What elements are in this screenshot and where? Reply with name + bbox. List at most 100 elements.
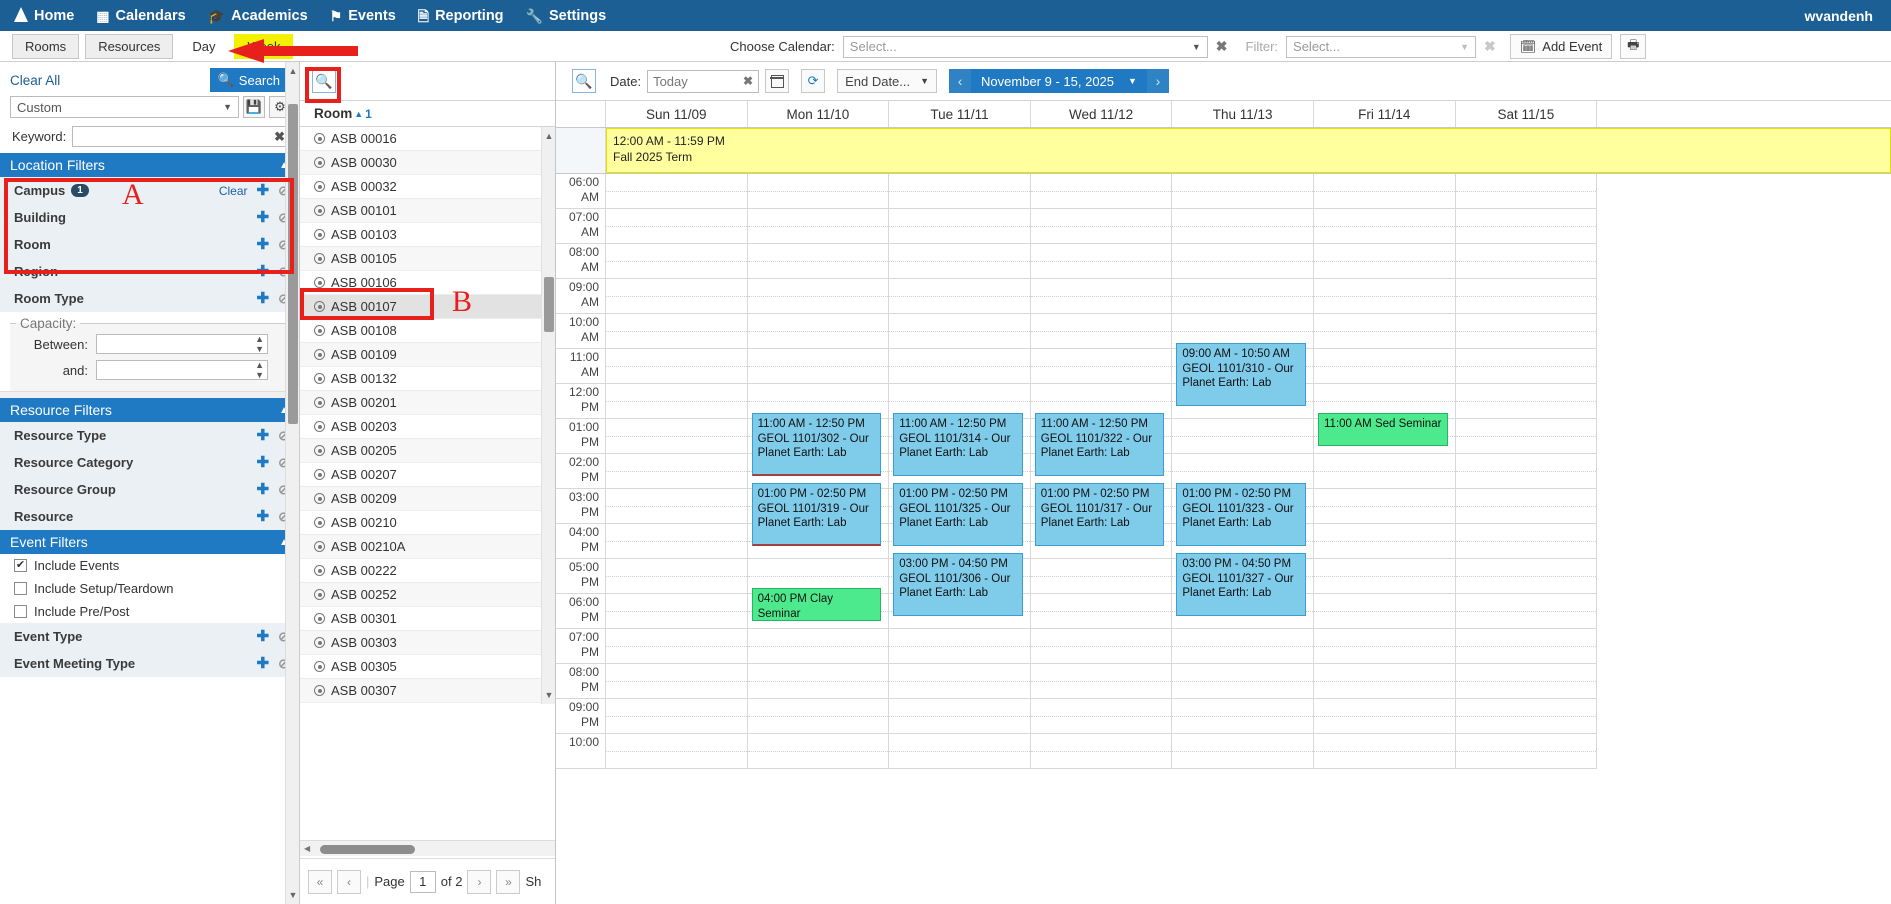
calendar-time-cell[interactable]	[747, 244, 890, 279]
scroll-left-arrow-icon[interactable]: ◀	[304, 844, 311, 853]
calendar-time-cell[interactable]	[1172, 174, 1314, 209]
calendar-time-cell[interactable]	[1313, 314, 1456, 349]
radio-icon[interactable]	[314, 541, 325, 552]
add-campus-icon[interactable]: ✚	[256, 182, 270, 199]
add-room-icon[interactable]: ✚	[256, 236, 270, 253]
calendar-time-cell[interactable]	[889, 244, 1031, 279]
clear-calendar-icon[interactable]: ✖	[1215, 38, 1228, 54]
radio-icon[interactable]	[314, 589, 325, 600]
capacity-and-input[interactable]: ▲ ▼	[96, 360, 268, 380]
radio-icon[interactable]	[314, 397, 325, 408]
date-range-button[interactable]: November 9 - 15, 2025 ▼	[971, 69, 1147, 93]
save-filter-button[interactable]: 💾	[243, 96, 265, 118]
calendar-time-cell[interactable]	[747, 174, 890, 209]
calendar-time-cell[interactable]	[1455, 384, 1598, 419]
radio-icon[interactable]	[314, 373, 325, 384]
calendar-time-cell[interactable]	[889, 209, 1031, 244]
room-list-item[interactable]: ASB 00030	[300, 151, 555, 175]
pager-next-button[interactable]: ›	[467, 869, 492, 894]
calendar-time-cell[interactable]	[1030, 209, 1173, 244]
scroll-up-arrow-icon[interactable]: ▲	[288, 66, 298, 76]
pager-last-button[interactable]: »	[496, 869, 521, 894]
calendar-time-cell[interactable]	[1313, 629, 1456, 664]
room-list-item[interactable]: ASB 00105	[300, 247, 555, 271]
calendar-time-cell[interactable]	[1455, 174, 1598, 209]
radio-icon[interactable]	[314, 181, 325, 192]
keyword-input[interactable]: ✖	[72, 126, 291, 147]
nav-item-settings[interactable]: 🔧 Settings	[526, 8, 607, 24]
calendar-time-cell[interactable]	[1172, 244, 1314, 279]
calendar-event[interactable]: 03:00 PM - 04:50 PM GEOL 1101/327 - Our P…	[1176, 553, 1306, 616]
end-date-select[interactable]: End Date... ▼	[837, 69, 938, 93]
calendar-time-cell[interactable]	[606, 314, 748, 349]
calendar-time-cell[interactable]	[747, 314, 890, 349]
calendar-time-cell[interactable]	[606, 419, 748, 454]
calendar-event[interactable]: 09:00 AM - 10:50 AM GEOL 1101/310 - Our P…	[1176, 343, 1306, 406]
calendar-event[interactable]: 01:00 PM - 02:50 PM GEOL 1101/325 - Our P…	[893, 483, 1023, 546]
calendar-time-cell[interactable]	[889, 314, 1031, 349]
checkbox-row-include-pre-post[interactable]: Include Pre/Post	[0, 600, 299, 623]
exclude-room-type-icon[interactable]: ⊘	[278, 291, 289, 306]
filter-row-event-type[interactable]: Event Type ✚ ⊘	[0, 623, 299, 650]
exclude-resource-type-icon[interactable]: ⊘	[278, 428, 289, 443]
checkbox-include-events[interactable]: ✔	[14, 559, 27, 572]
calendar-time-cell[interactable]	[1455, 349, 1598, 384]
calendar-time-cell[interactable]	[889, 734, 1031, 769]
checkbox-row-include-events[interactable]: ✔ Include Events	[0, 554, 299, 577]
room-list-item[interactable]: ASB 00210A	[300, 535, 555, 559]
campus-clear-link[interactable]: Clear	[218, 183, 248, 198]
room-list-item[interactable]: ASB 00106	[300, 271, 555, 295]
calendar-time-cell[interactable]	[1455, 734, 1598, 769]
room-list-item[interactable]: ASB 00209	[300, 487, 555, 511]
add-building-icon[interactable]: ✚	[256, 209, 270, 226]
room-list-item[interactable]: ASB 00207	[300, 463, 555, 487]
calendar-time-cell[interactable]	[606, 524, 748, 559]
tab-week[interactable]: Week	[234, 33, 294, 59]
calendar-time-cell[interactable]	[747, 734, 890, 769]
calendar-time-cell[interactable]	[1455, 489, 1598, 524]
calendar-time-cell[interactable]	[606, 454, 748, 489]
room-list-item[interactable]: ASB 00210	[300, 511, 555, 535]
room-list-item[interactable]: ASB 00032	[300, 175, 555, 199]
calendar-time-cell[interactable]	[1313, 209, 1456, 244]
radio-icon[interactable]	[314, 469, 325, 480]
date-input[interactable]: Today ✖	[647, 69, 760, 93]
radio-icon[interactable]	[314, 493, 325, 504]
filter-row-building[interactable]: Building ✚ ⊘	[0, 204, 299, 231]
room-list-item[interactable]: ASB 00205	[300, 439, 555, 463]
add-resource-group-icon[interactable]: ✚	[256, 481, 270, 498]
calendar-time-cell[interactable]	[1030, 314, 1173, 349]
clear-filter-icon[interactable]: ✖	[1484, 38, 1496, 54]
radio-icon[interactable]	[314, 661, 325, 672]
calendar-time-cell[interactable]	[1172, 419, 1314, 454]
radio-icon[interactable]	[314, 205, 325, 216]
calendar-time-cell[interactable]	[1455, 594, 1598, 629]
calendar-time-cell[interactable]	[1030, 244, 1173, 279]
room-list-item[interactable]: ASB 00222	[300, 559, 555, 583]
calendar-time-cell[interactable]	[606, 559, 748, 594]
calendar-time-cell[interactable]	[889, 174, 1031, 209]
nav-item-academics[interactable]: 🎓 Academics	[208, 8, 308, 24]
calendar-time-cell[interactable]	[1313, 699, 1456, 734]
calendar-time-cell[interactable]	[1030, 174, 1173, 209]
calendar-time-cell[interactable]	[1030, 629, 1173, 664]
calendar-time-cell[interactable]	[1172, 699, 1314, 734]
add-resource-category-icon[interactable]: ✚	[256, 454, 270, 471]
calendar-time-cell[interactable]	[1313, 279, 1456, 314]
calendar-time-cell[interactable]	[1030, 734, 1173, 769]
calendar-time-cell[interactable]	[1455, 419, 1598, 454]
calendar-time-cell[interactable]	[1455, 314, 1598, 349]
calendar-time-cell[interactable]	[889, 279, 1031, 314]
nav-item-home[interactable]: Home	[14, 7, 74, 24]
room-list-item[interactable]: ASB 00252	[300, 583, 555, 607]
scroll-up-arrow-icon[interactable]: ▲	[544, 131, 554, 141]
room-list-item[interactable]: ASB 00303	[300, 631, 555, 655]
calendar-time-cell[interactable]	[606, 734, 748, 769]
add-event-type-icon[interactable]: ✚	[256, 628, 270, 645]
radio-icon[interactable]	[314, 613, 325, 624]
calendar-event[interactable]: 11:00 AM Sed Seminar	[1318, 413, 1448, 446]
filter-row-event-meeting-type[interactable]: Event Meeting Type ✚ ⊘	[0, 650, 299, 677]
pager-prev-button[interactable]: ‹	[337, 869, 361, 894]
calendar-time-cell[interactable]	[1313, 349, 1456, 384]
calendar-time-cell[interactable]	[606, 699, 748, 734]
